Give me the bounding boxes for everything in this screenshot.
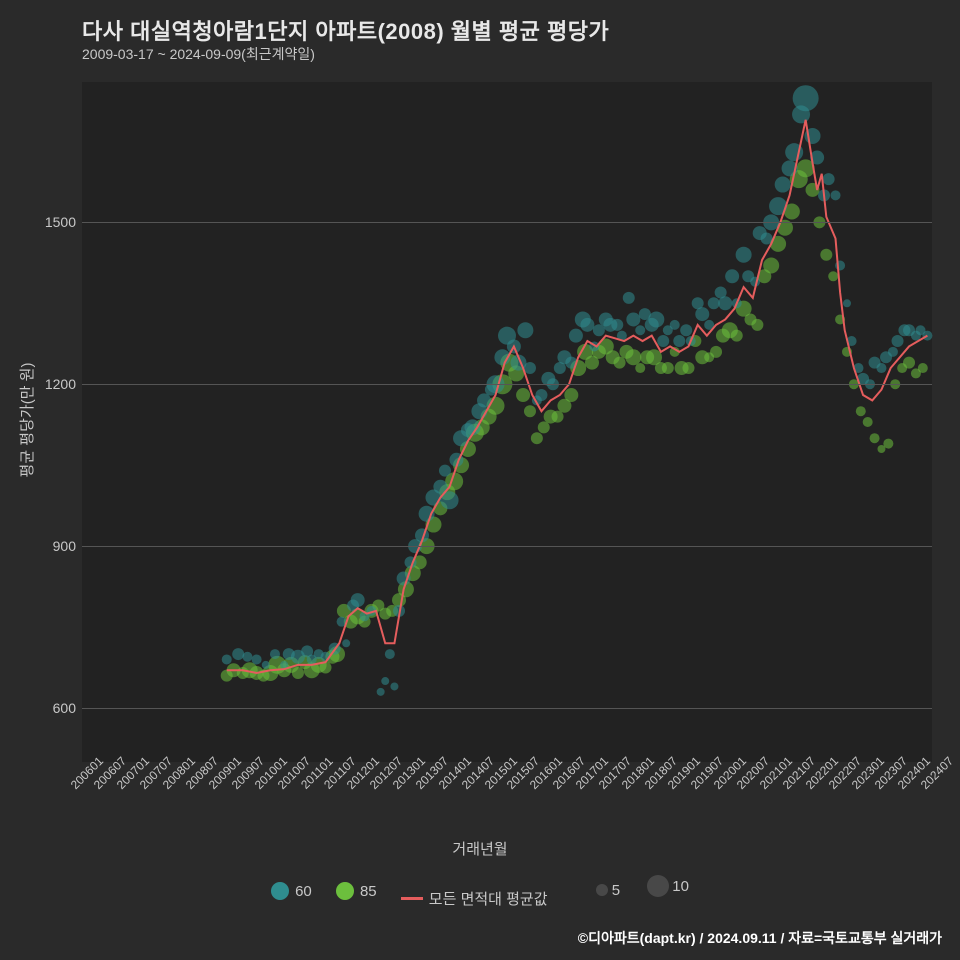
data-point [580, 318, 594, 332]
data-point [708, 297, 720, 309]
data-point [763, 257, 779, 273]
data-point [662, 362, 674, 374]
data-point [831, 190, 841, 200]
data-point [242, 652, 252, 662]
data-point [843, 299, 851, 307]
legend-size-5-label: 5 [612, 882, 620, 899]
data-point [390, 682, 398, 690]
chart-title: 다사 대실역청아람1단지 아파트(2008) 월별 평균 평당가 [82, 14, 609, 46]
data-point [793, 85, 819, 111]
legend-item-avg: 모든 면적대 평균값 [401, 888, 548, 909]
data-point [535, 389, 547, 401]
data-point [516, 388, 530, 402]
legend-item-60: 60 [271, 882, 312, 900]
data-point [648, 311, 664, 327]
data-point [856, 406, 866, 416]
data-point [892, 335, 904, 347]
data-point [710, 346, 722, 358]
data-point [538, 421, 550, 433]
data-point [888, 347, 898, 357]
y-tick: 1500 [26, 214, 76, 230]
legend-size-10-label: 10 [672, 878, 689, 895]
data-point [680, 324, 692, 336]
data-point [820, 249, 832, 261]
grid-line [82, 384, 932, 385]
data-point [682, 362, 694, 374]
data-point [625, 349, 641, 365]
data-point [751, 319, 763, 331]
data-point [635, 325, 645, 335]
legend: 60 85 모든 면적대 평균값 5 10 [0, 872, 960, 909]
data-point [731, 330, 743, 342]
data-point [524, 362, 536, 374]
x-axis-label: 거래년월 [0, 838, 960, 859]
data-point [377, 688, 385, 696]
data-point [725, 269, 739, 283]
data-point [524, 405, 536, 417]
data-point [775, 177, 791, 193]
grid-line [82, 708, 932, 709]
data-point [635, 363, 645, 373]
data-point [823, 173, 835, 185]
data-point [252, 654, 262, 664]
data-point [232, 648, 244, 660]
data-point [552, 411, 564, 423]
legend-line-avg [401, 897, 423, 900]
data-point [903, 357, 915, 369]
y-tick: 600 [26, 700, 76, 716]
data-point [593, 324, 605, 336]
data-layer [82, 82, 932, 762]
data-point [381, 677, 389, 685]
legend-swatch-60 [271, 882, 289, 900]
data-point [918, 363, 928, 373]
data-point [222, 654, 232, 664]
plot-area [82, 82, 932, 762]
data-point [262, 661, 270, 669]
chart-container: 다사 대실역청아람1단지 아파트(2008) 월별 평균 평당가 2009-03… [0, 0, 960, 960]
y-tick: 900 [26, 538, 76, 554]
data-point [292, 667, 304, 679]
data-point [657, 335, 669, 347]
legend-label-85: 85 [360, 883, 377, 900]
data-point [517, 322, 533, 338]
data-point [351, 593, 365, 607]
data-point [531, 432, 543, 444]
data-point [736, 247, 752, 263]
data-point [626, 312, 640, 326]
data-point [569, 329, 583, 343]
data-point [611, 319, 623, 331]
legend-size-10: 10 [644, 872, 689, 900]
data-point [564, 388, 578, 402]
grid-line [82, 546, 932, 547]
legend-item-85: 85 [336, 882, 377, 900]
data-point [883, 439, 893, 449]
data-point [673, 335, 685, 347]
data-point [439, 465, 451, 477]
data-point [270, 649, 280, 659]
data-point [870, 433, 880, 443]
data-point [828, 271, 838, 281]
data-point [614, 357, 626, 369]
legend-label-60: 60 [295, 883, 312, 900]
legend-size-5: 5 [592, 880, 620, 900]
y-tick: 1200 [26, 376, 76, 392]
chart-subtitle: 2009-03-17 ~ 2024-09-09(최근계약일) [82, 44, 315, 64]
data-point [863, 417, 873, 427]
data-point [718, 296, 732, 310]
data-point [876, 363, 886, 373]
data-point [695, 307, 709, 321]
data-point [385, 649, 395, 659]
legend-swatch-85 [336, 882, 354, 900]
legend-label-avg: 모든 면적대 평균값 [429, 888, 548, 909]
grid-line [82, 222, 932, 223]
data-point [623, 292, 635, 304]
footer-credit: ©디아파트(dapt.kr) / 2024.09.11 / 자료=국토교통부 실… [578, 928, 942, 948]
data-point [670, 320, 680, 330]
data-point [342, 639, 350, 647]
